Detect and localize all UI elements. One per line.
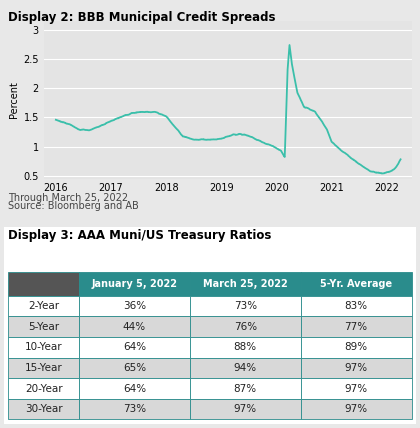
Text: 5-Year: 5-Year <box>28 322 59 332</box>
Text: 97%: 97% <box>344 363 368 373</box>
Text: 89%: 89% <box>344 342 368 352</box>
FancyBboxPatch shape <box>190 296 301 316</box>
FancyBboxPatch shape <box>301 358 412 378</box>
FancyBboxPatch shape <box>8 271 79 296</box>
Text: 44%: 44% <box>123 322 146 332</box>
FancyBboxPatch shape <box>8 337 79 358</box>
Text: 97%: 97% <box>234 404 257 414</box>
Text: 87%: 87% <box>234 383 257 393</box>
FancyBboxPatch shape <box>301 296 412 316</box>
Text: 10-Year: 10-Year <box>25 342 63 352</box>
FancyBboxPatch shape <box>8 358 79 378</box>
Y-axis label: Percent: Percent <box>9 82 19 119</box>
FancyBboxPatch shape <box>8 378 79 399</box>
Text: 73%: 73% <box>234 301 257 311</box>
FancyBboxPatch shape <box>8 316 79 337</box>
Text: 83%: 83% <box>344 301 368 311</box>
FancyBboxPatch shape <box>190 337 301 358</box>
Text: 77%: 77% <box>344 322 368 332</box>
FancyBboxPatch shape <box>79 358 190 378</box>
Text: 2-Year: 2-Year <box>28 301 59 311</box>
FancyBboxPatch shape <box>79 337 190 358</box>
Text: 64%: 64% <box>123 383 146 393</box>
Text: January 5, 2022: January 5, 2022 <box>92 279 177 289</box>
Text: March 25, 2022: March 25, 2022 <box>203 279 288 289</box>
Text: 15-Year: 15-Year <box>25 363 63 373</box>
FancyBboxPatch shape <box>8 296 79 316</box>
Text: 65%: 65% <box>123 363 146 373</box>
FancyBboxPatch shape <box>301 378 412 399</box>
FancyBboxPatch shape <box>79 399 190 419</box>
Text: 97%: 97% <box>344 404 368 414</box>
FancyBboxPatch shape <box>79 271 190 296</box>
Text: Display 3: AAA Muni/US Treasury Ratios: Display 3: AAA Muni/US Treasury Ratios <box>8 229 272 242</box>
Text: 94%: 94% <box>234 363 257 373</box>
FancyBboxPatch shape <box>190 399 301 419</box>
FancyBboxPatch shape <box>190 271 301 296</box>
FancyBboxPatch shape <box>79 316 190 337</box>
Text: Display 2: BBB Municipal Credit Spreads: Display 2: BBB Municipal Credit Spreads <box>8 11 276 24</box>
Text: 5-Yr. Average: 5-Yr. Average <box>320 279 392 289</box>
FancyBboxPatch shape <box>301 337 412 358</box>
Text: 76%: 76% <box>234 322 257 332</box>
FancyBboxPatch shape <box>190 316 301 337</box>
FancyBboxPatch shape <box>8 399 79 419</box>
Text: Through March 25, 2022: Through March 25, 2022 <box>8 193 129 203</box>
FancyBboxPatch shape <box>79 378 190 399</box>
FancyBboxPatch shape <box>301 271 412 296</box>
Text: 88%: 88% <box>234 342 257 352</box>
Text: 20-Year: 20-Year <box>25 383 63 393</box>
FancyBboxPatch shape <box>79 296 190 316</box>
Text: 73%: 73% <box>123 404 146 414</box>
Text: 64%: 64% <box>123 342 146 352</box>
FancyBboxPatch shape <box>190 358 301 378</box>
FancyBboxPatch shape <box>301 316 412 337</box>
Text: 30-Year: 30-Year <box>25 404 63 414</box>
FancyBboxPatch shape <box>301 399 412 419</box>
Text: Source: Bloomberg and AB: Source: Bloomberg and AB <box>8 201 139 211</box>
FancyBboxPatch shape <box>190 378 301 399</box>
Text: 36%: 36% <box>123 301 146 311</box>
Text: 97%: 97% <box>344 383 368 393</box>
